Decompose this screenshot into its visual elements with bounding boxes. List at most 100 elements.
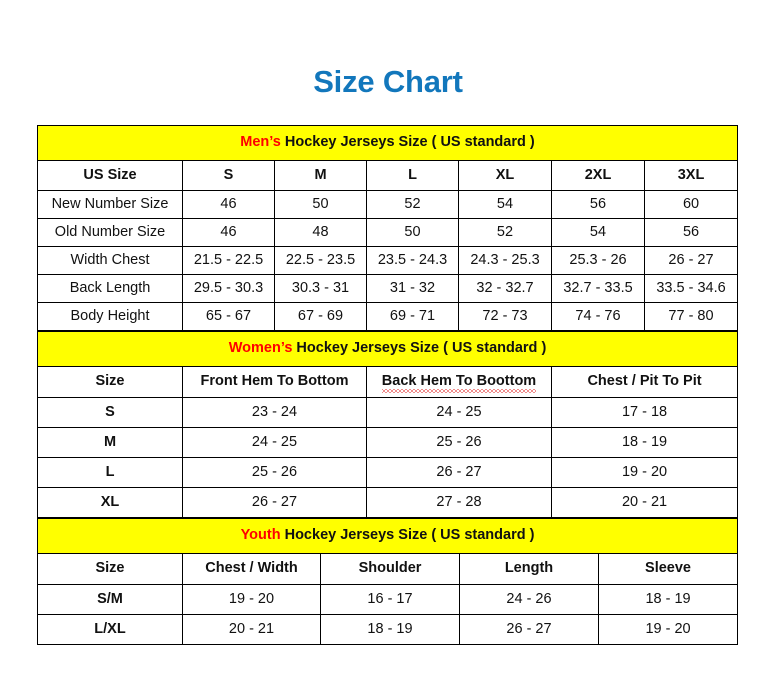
womens-col-2: Back Hem To Boottom xyxy=(366,366,552,398)
mens-cell-2-3: 24.3 - 25.3 xyxy=(458,246,552,275)
mens-cell-0-5: 60 xyxy=(643,190,739,219)
mens-cell-3-2: 31 - 32 xyxy=(366,274,459,303)
mens-cell-0-3: 54 xyxy=(458,190,552,219)
youth-size-table: Youth Hockey Jerseys Size ( US standard … xyxy=(36,518,739,645)
mens-col-6: 3XL xyxy=(643,160,739,191)
mens-cell-4-0: 65 - 67 xyxy=(182,302,275,331)
mens-row-label-1: Old Number Size xyxy=(37,218,183,247)
womens-cell-0-0: 23 - 24 xyxy=(182,397,367,428)
youth-col-2: Shoulder xyxy=(320,553,460,585)
table-row: S/M 19 - 20 16 - 17 24 - 26 18 - 19 xyxy=(37,584,739,615)
table-row: L/XL 20 - 21 18 - 19 26 - 27 19 - 20 xyxy=(37,614,739,645)
womens-banner-rest: Hockey Jerseys Size ( US standard ) xyxy=(292,340,547,357)
mens-banner-row: Men’s Hockey Jerseys Size ( US standard … xyxy=(36,125,739,161)
womens-cell-3-0: 26 - 27 xyxy=(182,487,367,518)
womens-cell-0-1: 24 - 25 xyxy=(366,397,552,428)
mens-cell-0-2: 52 xyxy=(366,190,459,219)
womens-row-label-1: M xyxy=(37,427,183,458)
youth-row-label-0: S/M xyxy=(37,584,183,615)
womens-col-1: Front Hem To Bottom xyxy=(182,366,367,398)
mens-cell-2-5: 26 - 27 xyxy=(643,246,739,275)
mens-section-banner: Men’s Hockey Jerseys Size ( US standard … xyxy=(36,125,739,161)
youth-banner-rest: Hockey Jerseys Size ( US standard ) xyxy=(280,527,535,544)
mens-cell-3-4: 32.7 - 33.5 xyxy=(551,274,645,303)
womens-size-table: Women’s Hockey Jerseys Size ( US standar… xyxy=(36,331,739,518)
womens-column-header-row: Size Front Hem To Bottom Back Hem To Boo… xyxy=(37,366,739,398)
youth-col-3: Length xyxy=(459,553,599,585)
mens-cell-1-2: 50 xyxy=(366,218,459,247)
youth-section-banner: Youth Hockey Jerseys Size ( US standard … xyxy=(36,518,739,554)
womens-col-3: Chest / Pit To Pit xyxy=(550,366,739,398)
mens-cell-2-2: 23.5 - 24.3 xyxy=(366,246,459,275)
mens-cell-2-0: 21.5 - 22.5 xyxy=(182,246,275,275)
womens-row-label-3: XL xyxy=(37,487,183,518)
womens-cell-3-2: 20 - 21 xyxy=(550,487,739,518)
mens-cell-3-5: 33.5 - 34.6 xyxy=(643,274,739,303)
mens-col-1: S xyxy=(182,160,275,191)
mens-cell-0-0: 46 xyxy=(182,190,275,219)
mens-cell-1-5: 56 xyxy=(643,218,739,247)
mens-col-3: L xyxy=(366,160,459,191)
mens-cell-1-3: 52 xyxy=(458,218,552,247)
table-row: Old Number Size 46 48 50 52 54 56 xyxy=(37,218,739,247)
youth-cell-0-0: 19 - 20 xyxy=(182,584,321,615)
mens-col-5: 2XL xyxy=(551,160,645,191)
youth-col-4: Sleeve xyxy=(597,553,739,585)
womens-cell-0-2: 17 - 18 xyxy=(550,397,739,428)
youth-cell-0-2: 24 - 26 xyxy=(459,584,599,615)
youth-cell-1-2: 26 - 27 xyxy=(459,614,599,645)
youth-banner-row: Youth Hockey Jerseys Size ( US standard … xyxy=(36,518,739,554)
mens-cell-2-4: 25.3 - 26 xyxy=(551,246,645,275)
table-row: S 23 - 24 24 - 25 17 - 18 xyxy=(37,397,739,428)
mens-size-table: Men’s Hockey Jerseys Size ( US standard … xyxy=(36,125,739,331)
womens-col-0: Size xyxy=(37,366,183,398)
mens-cell-1-4: 54 xyxy=(551,218,645,247)
womens-banner-row: Women’s Hockey Jerseys Size ( US standar… xyxy=(36,331,739,367)
mens-col-0: US Size xyxy=(37,160,183,191)
mens-cell-4-4: 74 - 76 xyxy=(551,302,645,331)
mens-cell-4-5: 77 - 80 xyxy=(643,302,739,331)
youth-cell-1-1: 18 - 19 xyxy=(320,614,460,645)
misspelled-header-text: Back Hem To Boottom xyxy=(381,373,537,393)
womens-cell-3-1: 27 - 28 xyxy=(366,487,552,518)
mens-row-label-0: New Number Size xyxy=(37,190,183,219)
mens-col-2: M xyxy=(274,160,367,191)
table-row: Width Chest 21.5 - 22.5 22.5 - 23.5 23.5… xyxy=(37,246,739,275)
womens-banner-accent: Women’s xyxy=(228,340,293,357)
youth-cell-0-1: 16 - 17 xyxy=(320,584,460,615)
womens-cell-1-0: 24 - 25 xyxy=(182,427,367,458)
youth-row-label-1: L/XL xyxy=(37,614,183,645)
womens-cell-2-0: 25 - 26 xyxy=(182,457,367,488)
mens-banner-rest: Hockey Jerseys Size ( US standard ) xyxy=(280,134,535,151)
womens-row-label-0: S xyxy=(37,397,183,428)
table-row: XL 26 - 27 27 - 28 20 - 21 xyxy=(37,487,739,518)
mens-banner-accent: Men’s xyxy=(240,134,281,151)
womens-cell-2-2: 19 - 20 xyxy=(550,457,739,488)
mens-row-label-2: Width Chest xyxy=(37,246,183,275)
womens-cell-1-1: 25 - 26 xyxy=(366,427,552,458)
youth-cell-1-3: 19 - 20 xyxy=(597,614,739,645)
mens-cell-1-1: 48 xyxy=(274,218,367,247)
womens-cell-2-1: 26 - 27 xyxy=(366,457,552,488)
table-row: M 24 - 25 25 - 26 18 - 19 xyxy=(37,427,739,458)
table-row: New Number Size 46 50 52 54 56 60 xyxy=(37,190,739,219)
mens-cell-1-0: 46 xyxy=(182,218,275,247)
mens-cell-0-4: 56 xyxy=(551,190,645,219)
youth-col-0: Size xyxy=(37,553,183,585)
mens-row-label-3: Back Length xyxy=(37,274,183,303)
page-title: Size Chart xyxy=(313,64,463,99)
youth-banner-accent: Youth xyxy=(240,527,281,544)
womens-cell-1-2: 18 - 19 xyxy=(550,427,739,458)
youth-cell-0-3: 18 - 19 xyxy=(597,584,739,615)
mens-cell-3-1: 30.3 - 31 xyxy=(274,274,367,303)
size-tables-container: Men’s Hockey Jerseys Size ( US standard … xyxy=(36,125,739,645)
mens-cell-2-1: 22.5 - 23.5 xyxy=(274,246,367,275)
mens-cell-3-3: 32 - 32.7 xyxy=(458,274,552,303)
table-row: Back Length 29.5 - 30.3 30.3 - 31 31 - 3… xyxy=(37,274,739,303)
womens-section-banner: Women’s Hockey Jerseys Size ( US standar… xyxy=(36,331,739,367)
mens-cell-3-0: 29.5 - 30.3 xyxy=(182,274,275,303)
mens-cell-4-1: 67 - 69 xyxy=(274,302,367,331)
mens-cell-4-2: 69 - 71 xyxy=(366,302,459,331)
table-row: L 25 - 26 26 - 27 19 - 20 xyxy=(37,457,739,488)
